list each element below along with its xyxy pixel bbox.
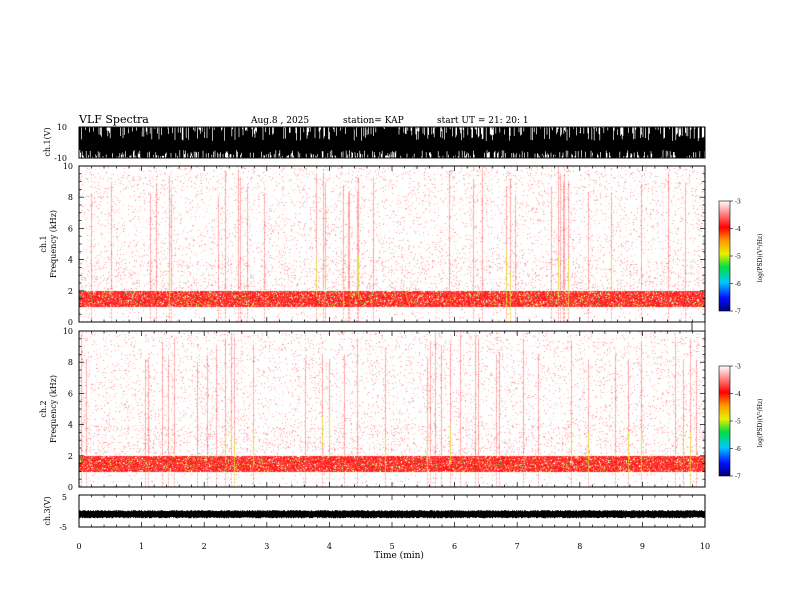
ch1-spec-ylabel-freq: Frequency (kHz) xyxy=(49,210,58,278)
start-time-label: start UT = 21: 20: 1 xyxy=(437,116,529,126)
x-tick-label: 2 xyxy=(202,542,207,551)
y-tick-label: 8 xyxy=(68,358,73,367)
ch1-ytick-top: 10 xyxy=(57,123,67,132)
station-label: station= KAP xyxy=(343,116,404,126)
colorbar-tick-label: -3 xyxy=(735,364,741,371)
y-tick-label: 4 xyxy=(68,421,73,430)
y-tick-label: 2 xyxy=(68,287,73,296)
y-tick-label: 0 xyxy=(68,318,73,327)
colorbar-tick-label: -5 xyxy=(735,419,741,426)
ch2-spectrogram-image xyxy=(79,331,705,487)
x-tick-label: 7 xyxy=(515,542,520,551)
ch2-colorbar: -3 -4 -5 -6 -7 log(PSD)(V²/Hz) xyxy=(718,364,764,481)
x-tick-label: 4 xyxy=(327,542,332,551)
x-tick-label: 3 xyxy=(264,542,269,551)
x-tick-label: 9 xyxy=(640,542,645,551)
y-tick-label: 4 xyxy=(68,256,73,265)
y-tick-label: 8 xyxy=(68,193,73,202)
ch3-ytick-top: 5 xyxy=(62,493,67,502)
x-tick-label: 0 xyxy=(76,542,81,551)
ch1-colorbar-gradient xyxy=(718,200,731,312)
figure-title: VLF Spectra xyxy=(78,113,149,126)
ch1-spectrogram-image xyxy=(79,166,705,322)
ch1-colorbar: -3 -4 -5 -6 -7 log(PSD)(V²/Hz) xyxy=(718,199,764,316)
colorbar-tick-label: -3 xyxy=(735,199,741,206)
colorbar-tick-label: -7 xyxy=(735,309,741,316)
y-tick-label: 6 xyxy=(68,389,73,398)
y-tick-label: 2 xyxy=(68,452,73,461)
ch2-colorbar-label: log(PSD)(V²/Hz) xyxy=(757,399,764,448)
ch1-ylabel: ch.1(V) xyxy=(43,127,52,156)
x-tick-label: 8 xyxy=(577,542,582,551)
ch2-spec-ylabel-freq: Frequency (kHz) xyxy=(49,375,58,443)
ch3-ytick-bottom: -5 xyxy=(59,523,67,532)
ch2-spectrogram-panel: 0 2 4 6 8 10 ch.2 Frequency (kHz) xyxy=(39,327,706,492)
y-tick-label: 10 xyxy=(63,162,73,171)
x-tick-label: 6 xyxy=(452,542,457,551)
ch1-spec-ylabel-channel: ch.1 xyxy=(39,235,48,252)
time-axis-label: Time (min) xyxy=(374,550,424,561)
y-tick-label: 0 xyxy=(68,483,73,492)
ch2-spec-ylabel-channel: ch.2 xyxy=(39,400,48,417)
x-tick-label: 10 xyxy=(700,542,710,551)
colorbar-tick-label: -6 xyxy=(735,446,741,453)
y-tick-label: 6 xyxy=(68,224,73,233)
date-label: Aug.8 , 2025 xyxy=(250,116,309,126)
ch1-ytick-bottom: -10 xyxy=(54,154,67,163)
colorbar-tick-label: -6 xyxy=(735,281,741,288)
colorbar-tick-label: -4 xyxy=(735,226,741,233)
time-axis: 0 1 2 3 4 5 6 7 8 9 10 xyxy=(76,127,710,551)
x-tick-label: 5 xyxy=(389,542,394,551)
colorbar-tick-label: -7 xyxy=(735,474,741,481)
ch1-colorbar-label: log(PSD)(V²/Hz) xyxy=(757,234,764,283)
ch3-waveform-panel: 5 -5 ch.3(V) xyxy=(43,493,706,532)
ch2-colorbar-gradient xyxy=(718,365,731,477)
y-tick-label: 10 xyxy=(63,327,73,336)
ch1-waveform-panel: 10 -10 ch.1(V) xyxy=(43,123,706,163)
colorbar-tick-label: -5 xyxy=(735,254,741,261)
ch1-spectrogram-panel: 0 2 4 6 8 10 ch.1 Frequency (kHz) xyxy=(39,162,706,327)
ch3-waveform-path xyxy=(78,510,706,519)
x-tick-label: 1 xyxy=(139,542,144,551)
gap-marker-right xyxy=(691,321,706,332)
ch3-waveform-trace xyxy=(78,510,706,519)
ch3-ylabel: ch.3(V) xyxy=(43,496,52,525)
colorbar-tick-label: -4 xyxy=(735,391,741,398)
